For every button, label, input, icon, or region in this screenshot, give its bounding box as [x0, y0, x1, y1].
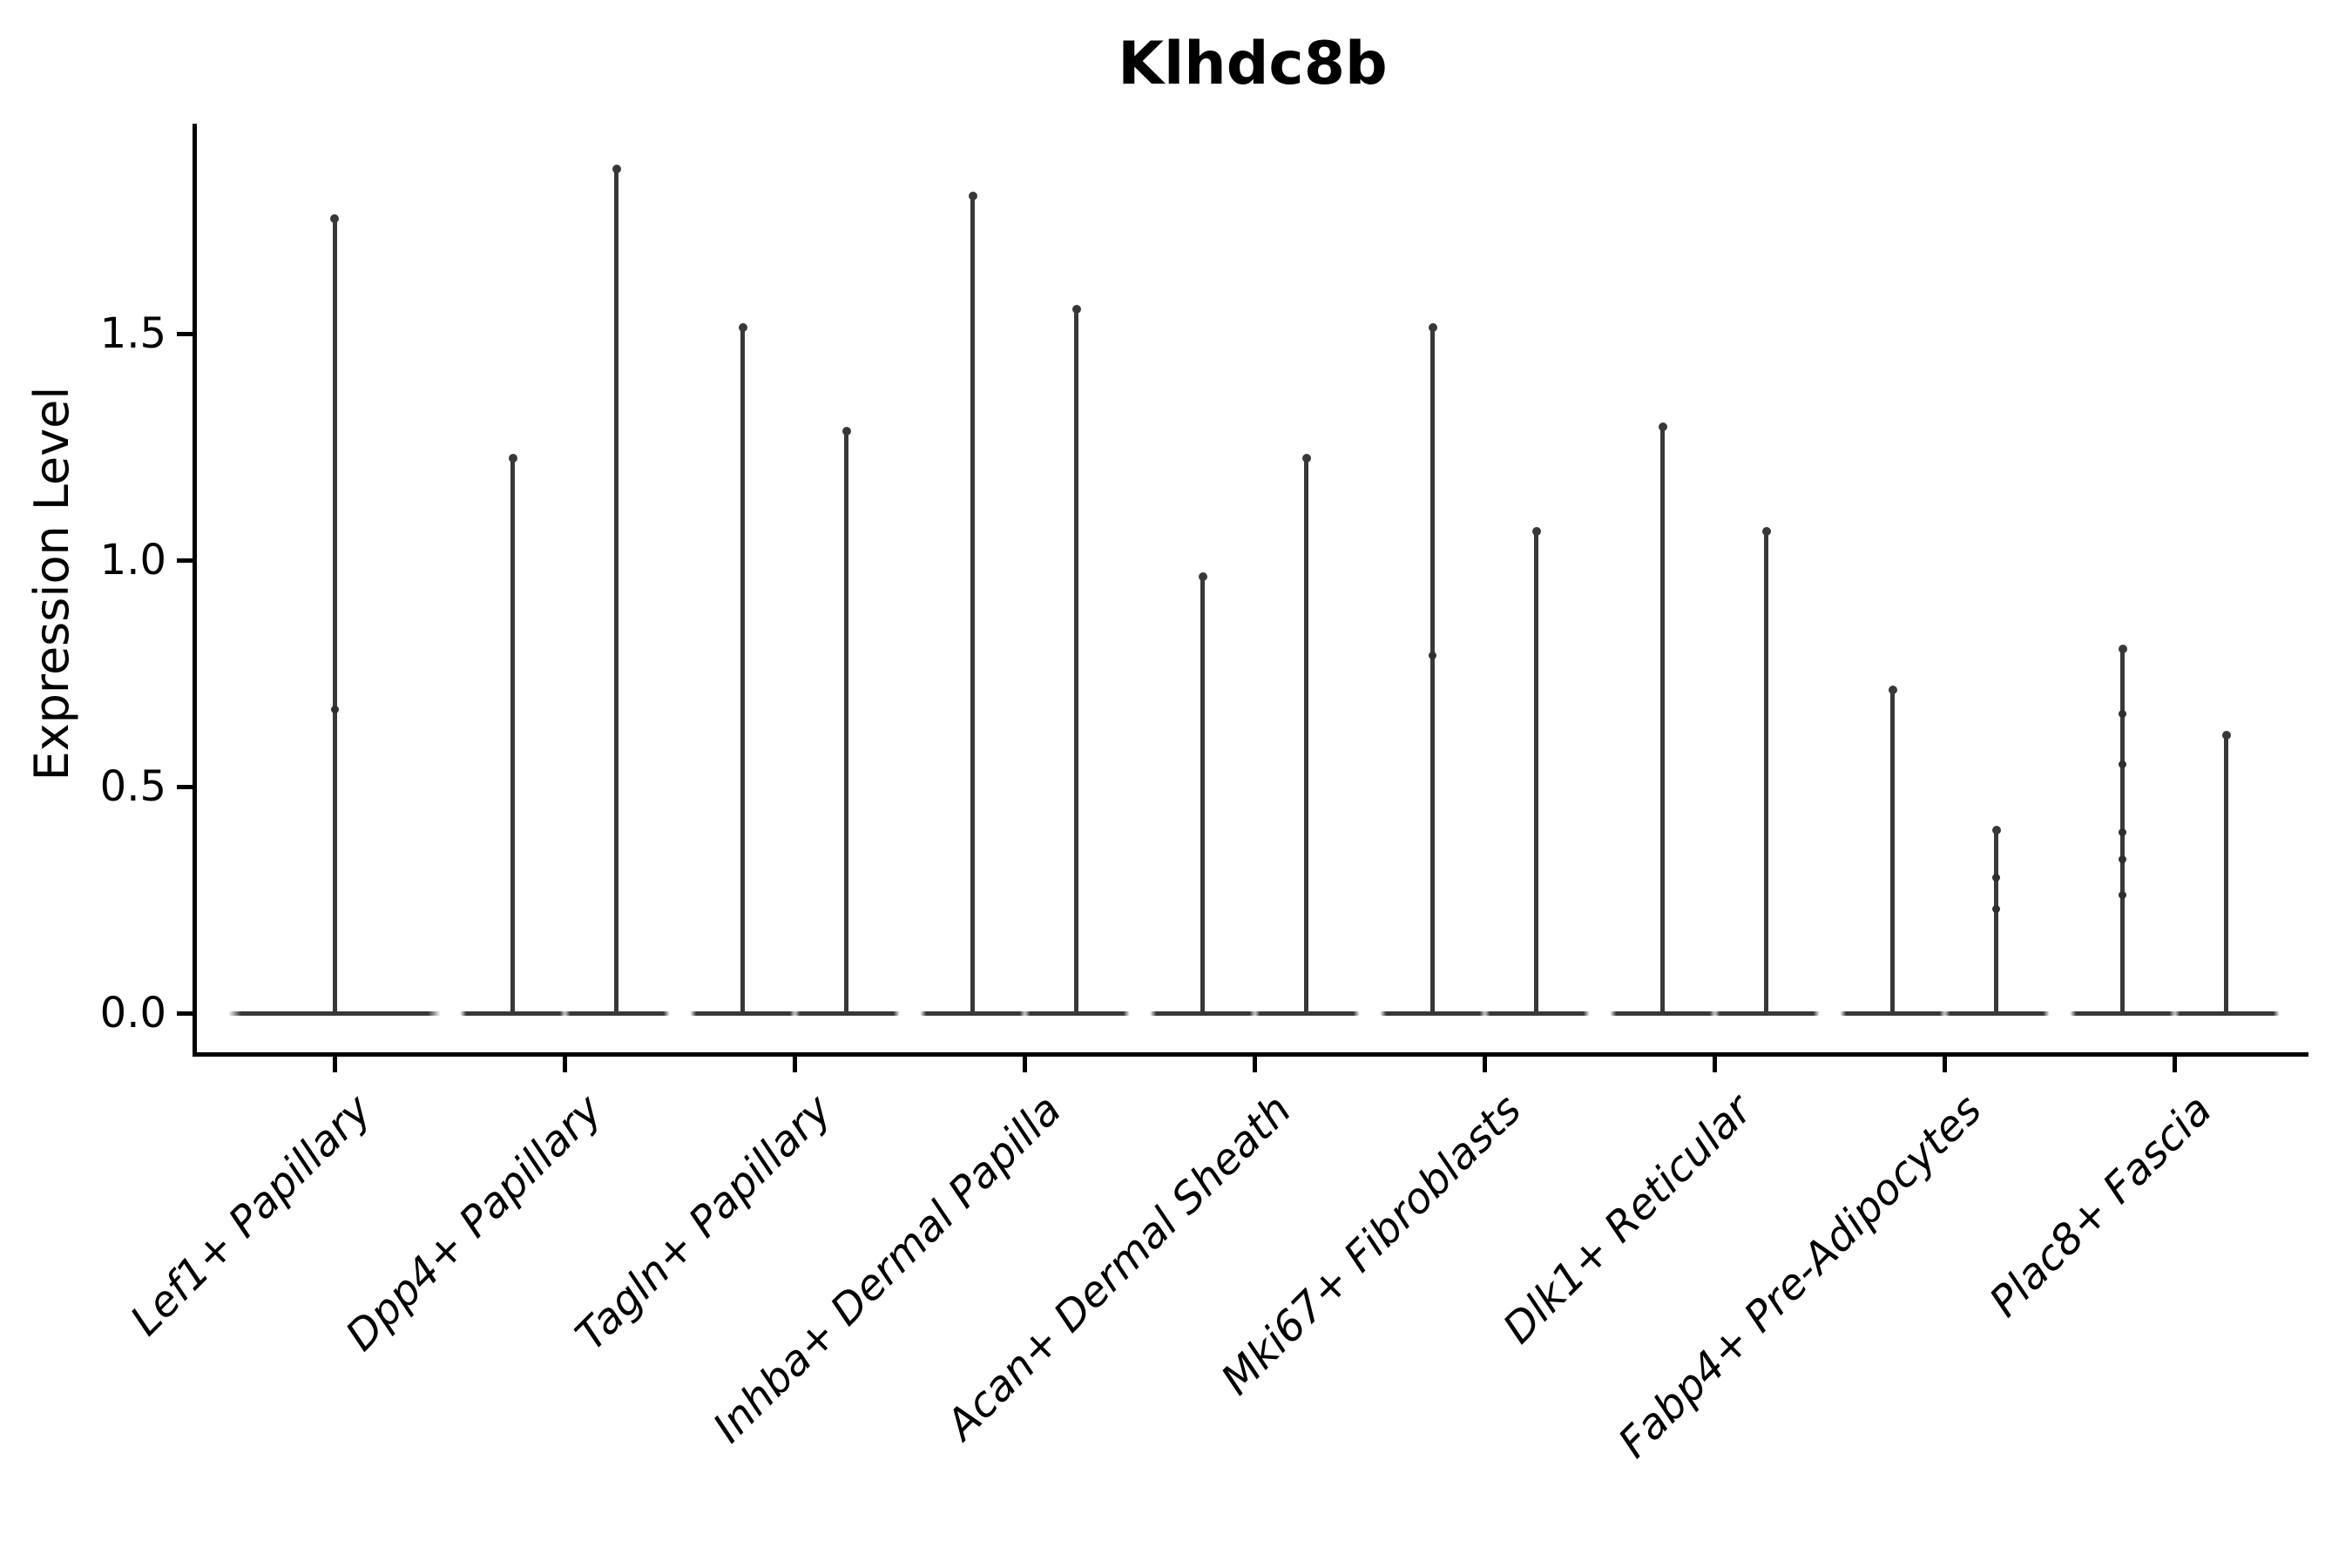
- jitter-point: [2119, 855, 2126, 863]
- x-tick: [792, 1057, 797, 1072]
- violin-spike: [1994, 827, 1998, 1015]
- violin-spike: [332, 215, 337, 1015]
- x-tick: [332, 1057, 337, 1072]
- violin-spike: [740, 324, 745, 1015]
- spike-top-cap: [2221, 730, 2231, 740]
- x-tick: [1712, 1057, 1717, 1072]
- spike-top-cap: [1761, 526, 1771, 536]
- y-tick-label: 1.0: [99, 536, 166, 585]
- y-axis-spine: [193, 124, 197, 1057]
- y-tick: [177, 1010, 193, 1016]
- x-tick: [1022, 1057, 1027, 1072]
- x-tick-label: Lef1+ Papillary: [121, 1085, 382, 1346]
- jitter-point: [2119, 710, 2126, 719]
- jitter-point: [2119, 828, 2126, 836]
- spike-top-cap: [1658, 422, 1667, 431]
- x-tick-label: Dlk1+ Reticular: [1493, 1085, 1761, 1354]
- violin-spike: [2224, 732, 2228, 1015]
- spike-top-cap: [1071, 304, 1081, 314]
- y-tick: [177, 784, 193, 789]
- x-tick: [2172, 1057, 2177, 1072]
- jitter-point: [1992, 873, 2000, 882]
- jitter-point: [2119, 891, 2126, 900]
- violin-spike: [614, 166, 618, 1015]
- jitter-point: [330, 706, 339, 714]
- violin-spike: [844, 429, 848, 1015]
- spike-top-cap: [1531, 526, 1541, 536]
- violin-spike: [1304, 456, 1308, 1015]
- y-tick-label: 0.0: [99, 989, 166, 1037]
- spike-top-cap: [2118, 644, 2127, 653]
- spike-top-cap: [508, 454, 517, 463]
- x-axis-spine: [193, 1052, 2308, 1057]
- spike-top-cap: [968, 191, 977, 200]
- spike-top-cap: [1198, 571, 1207, 581]
- spike-top-cap: [841, 427, 851, 436]
- violin-spike: [970, 193, 975, 1015]
- plot-title: Klhdc8b: [1118, 30, 1388, 98]
- spike-top-cap: [1428, 322, 1437, 332]
- violin-spike: [1534, 528, 1538, 1015]
- violin-spike: [1430, 324, 1435, 1015]
- y-tick-label: 1.5: [99, 309, 166, 358]
- spike-top-cap: [1888, 685, 1897, 694]
- x-tick-label: Plac8+ Fascia: [1979, 1085, 2221, 1327]
- jitter-point: [1429, 651, 1436, 659]
- violin-spike: [1764, 528, 1768, 1015]
- violin-spike: [1074, 306, 1078, 1015]
- y-tick-label: 0.5: [99, 762, 166, 811]
- x-tick: [1942, 1057, 1947, 1072]
- spike-top-cap: [1301, 454, 1311, 463]
- jitter-point: [2119, 760, 2126, 768]
- spike-top-cap: [1991, 825, 2001, 835]
- x-tick: [1482, 1057, 1487, 1072]
- y-tick: [177, 331, 193, 336]
- x-tick-label: Dpp4+ Papillary: [336, 1085, 612, 1361]
- spike-top-cap: [738, 322, 747, 332]
- x-tick: [1252, 1057, 1257, 1072]
- x-tick-label: Fabp4+ Pre-Adipocytes: [1609, 1085, 1991, 1468]
- spike-top-cap: [612, 164, 621, 173]
- jitter-point: [1992, 904, 2000, 913]
- y-tick: [177, 558, 193, 563]
- x-tick-label: Tagln+ Papillary: [566, 1085, 841, 1361]
- violin-spike: [510, 456, 515, 1015]
- violin-spike: [1890, 686, 1895, 1015]
- violin-spike: [1660, 424, 1665, 1015]
- spike-top-cap: [330, 213, 339, 223]
- x-tick: [562, 1057, 567, 1072]
- violin-spike: [1200, 573, 1205, 1015]
